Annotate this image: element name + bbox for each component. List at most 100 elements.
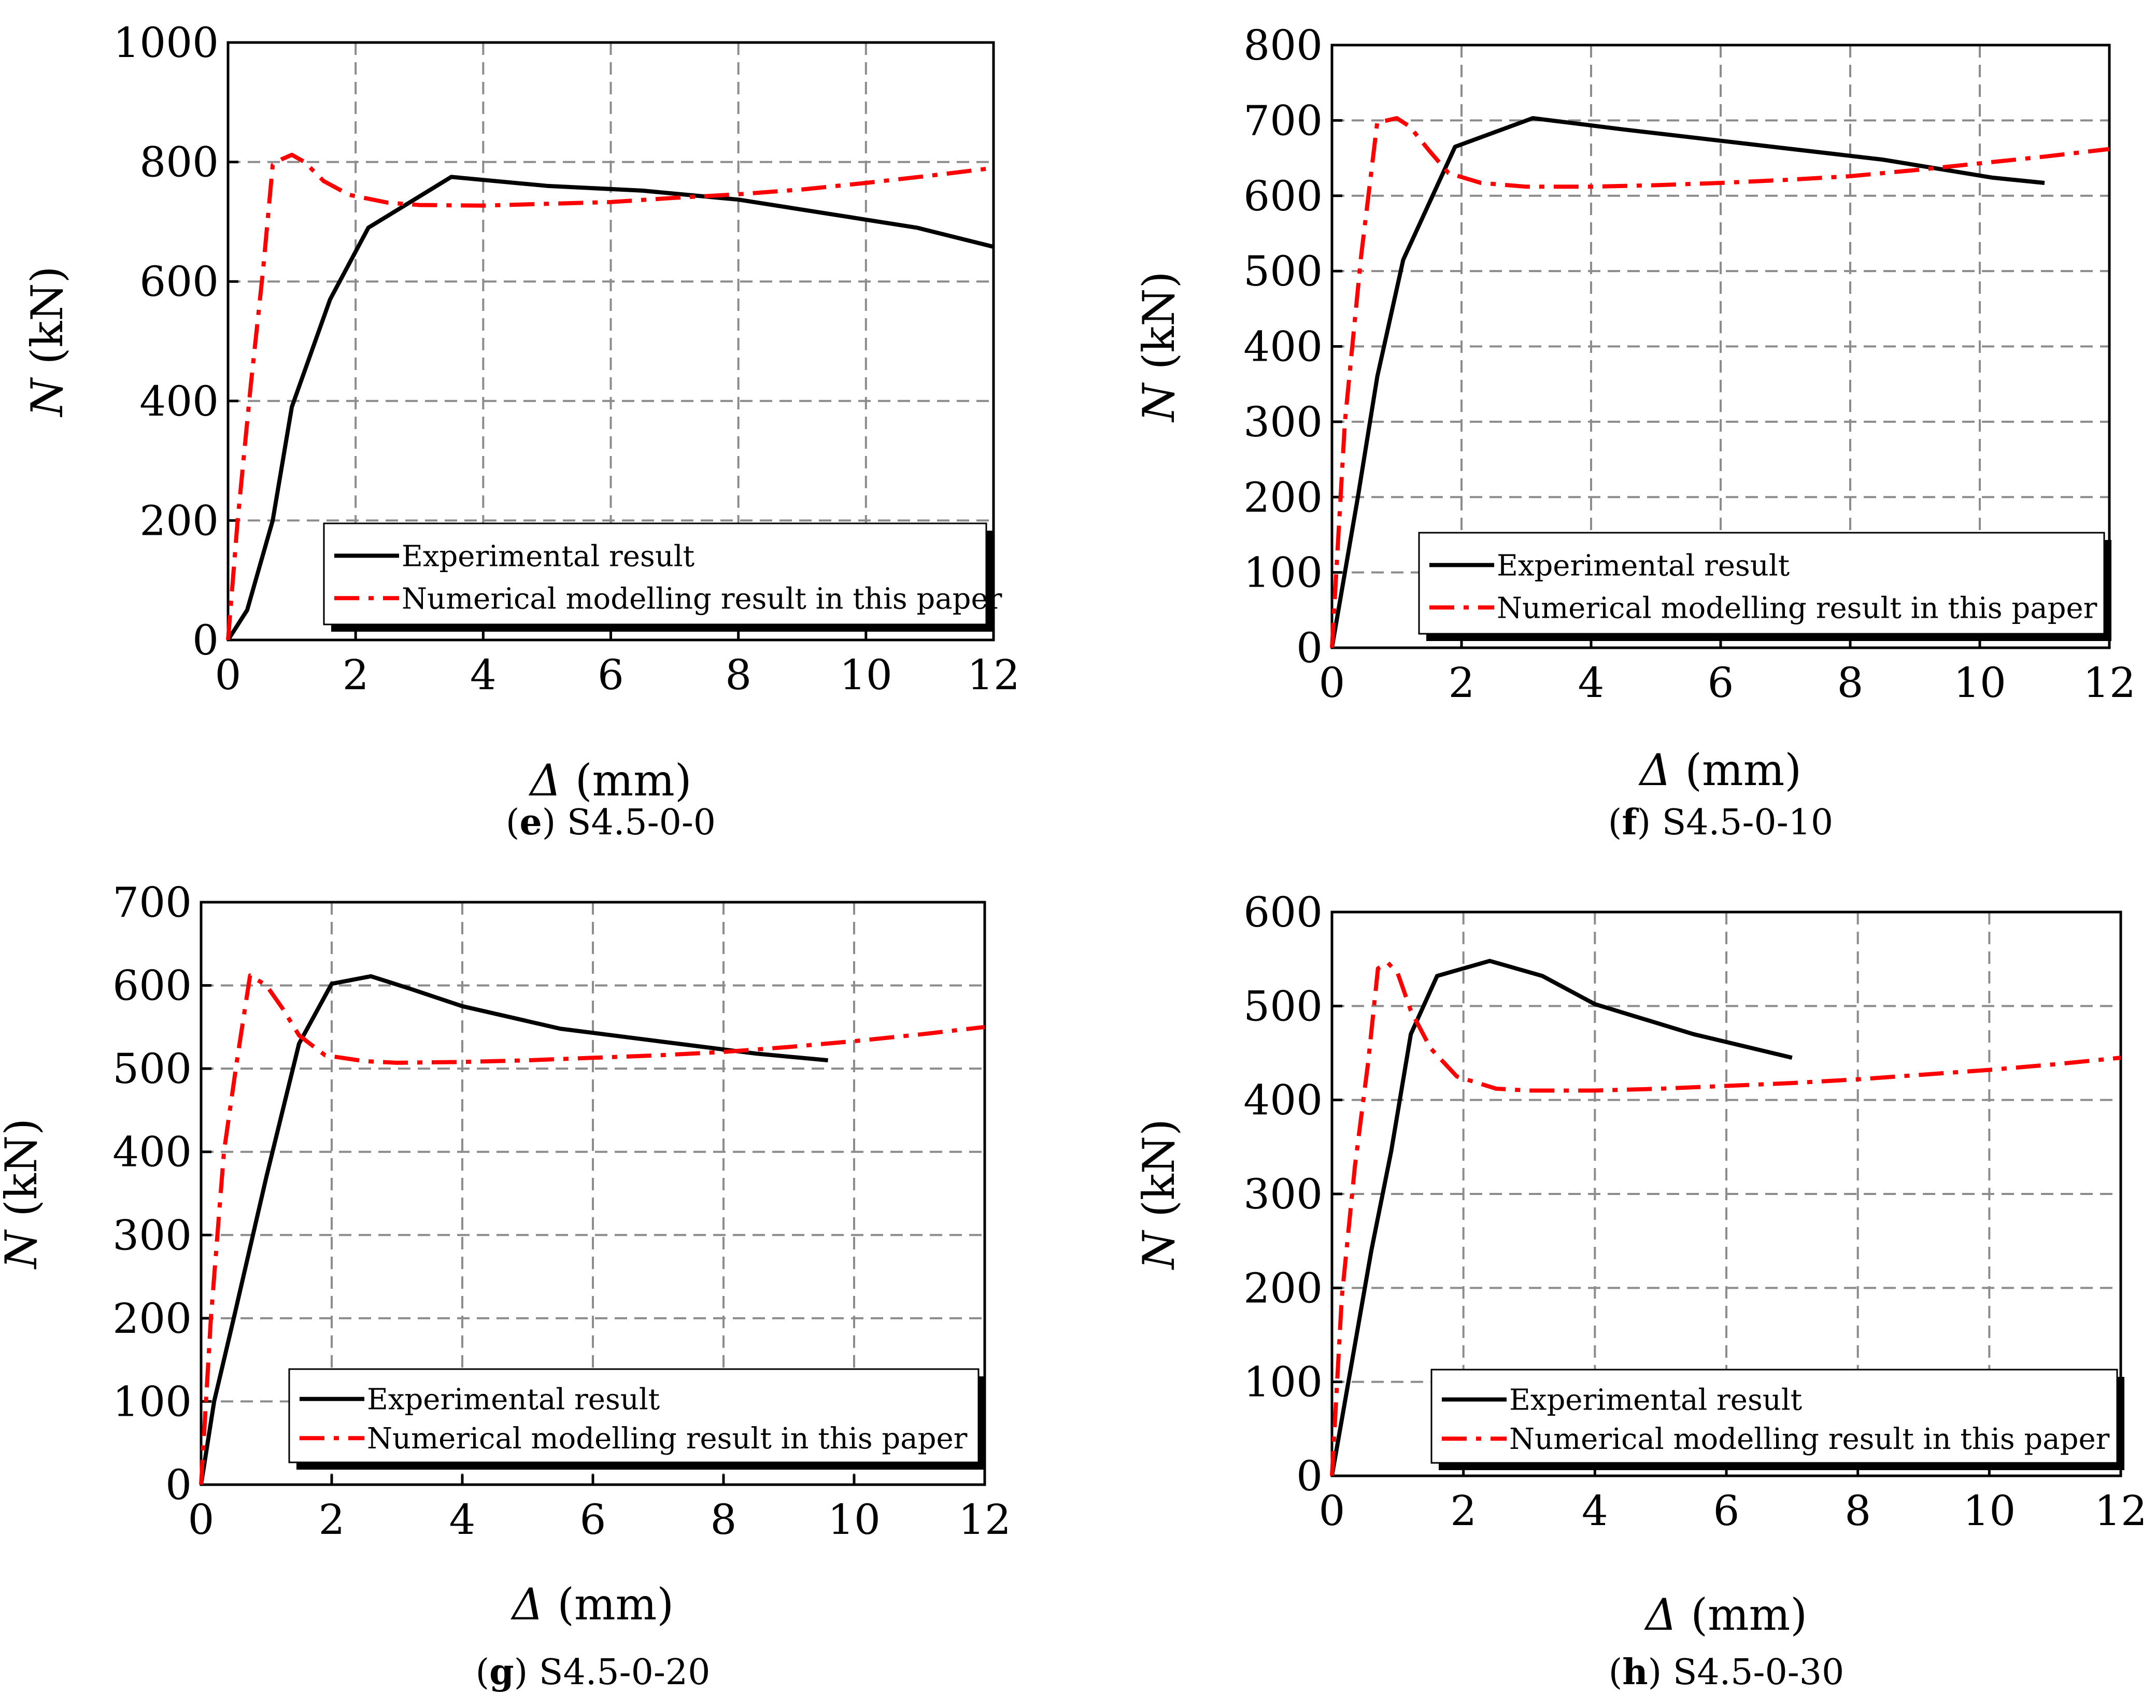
x-tick-label: 0 bbox=[188, 1496, 215, 1544]
x-tick-label: 4 bbox=[1582, 1487, 1608, 1535]
legend-label: Experimental result bbox=[1497, 549, 1790, 582]
x-tick-label: 2 bbox=[1449, 659, 1475, 707]
y-axis-unit: (kN) bbox=[1133, 1119, 1184, 1231]
y-tick-label: 200 bbox=[112, 1294, 192, 1343]
x-tick-label: 10 bbox=[1963, 1487, 2016, 1535]
y-axis-unit: (kN) bbox=[1133, 271, 1184, 383]
x-tick-label: 10 bbox=[1953, 659, 2006, 707]
x-tick-label: 6 bbox=[1713, 1487, 1740, 1535]
caption-letter: e bbox=[519, 802, 542, 843]
x-tick-label: 6 bbox=[580, 1496, 606, 1544]
caption-text: ) S4.5-0-30 bbox=[1648, 1652, 1845, 1693]
y-axis-label: N (kN) bbox=[22, 266, 73, 417]
x-tick-label: 4 bbox=[470, 651, 497, 699]
x-tick-label: 10 bbox=[828, 1496, 881, 1544]
x-tick-label: 2 bbox=[319, 1496, 345, 1544]
panel-caption: (f) S4.5-0-10 bbox=[1608, 802, 1833, 843]
y-tick-label: 400 bbox=[1243, 323, 1323, 371]
panel-caption: (h) S4.5-0-30 bbox=[1609, 1652, 1845, 1693]
y-tick-label: 400 bbox=[112, 1128, 192, 1176]
panel-caption: (g) S4.5-0-20 bbox=[476, 1652, 711, 1693]
series-line-numerical bbox=[226, 152, 994, 641]
y-tick-label: 200 bbox=[139, 496, 219, 545]
panel-caption: (e) S4.5-0-0 bbox=[506, 802, 716, 843]
series-line-experimental bbox=[199, 974, 828, 1485]
x-tick-label: 2 bbox=[343, 651, 369, 699]
x-tick-label: 8 bbox=[1837, 659, 1864, 707]
y-tick-label: 300 bbox=[112, 1211, 192, 1259]
x-axis-symbol: Δ bbox=[528, 755, 561, 806]
x-tick-label: 12 bbox=[958, 1496, 1011, 1544]
y-tick-label: 600 bbox=[1243, 172, 1323, 220]
y-tick-label: 100 bbox=[1243, 549, 1323, 597]
y-tick-label: 0 bbox=[165, 1461, 192, 1509]
series-line-experimental bbox=[226, 175, 994, 642]
series-line-numerical bbox=[199, 973, 985, 1485]
legend-label: Numerical modelling result in this paper bbox=[1509, 1422, 2110, 1456]
caption-paren: ( bbox=[506, 802, 520, 843]
caption-letter: g bbox=[489, 1652, 514, 1693]
y-axis-symbol: N bbox=[22, 377, 73, 418]
y-tick-label: 600 bbox=[112, 962, 192, 1010]
x-tick-label: 6 bbox=[1708, 659, 1734, 707]
x-tick-label: 6 bbox=[598, 651, 624, 699]
x-tick-label: 12 bbox=[967, 651, 1020, 699]
legend-box bbox=[288, 1368, 980, 1463]
y-tick-label: 500 bbox=[1243, 982, 1323, 1030]
legend-label: Numerical modelling result in this paper bbox=[367, 1422, 968, 1456]
chart-panel-f: 0 2 4 6 8 10 12 0 100 200 300 400 500 600 700 800 Experi… bbox=[1133, 21, 2136, 843]
legend-label: Numerical modelling result in this paper bbox=[1497, 591, 2097, 625]
x-tick-label: 4 bbox=[449, 1496, 476, 1544]
x-axis-label: Δ (mm) bbox=[510, 1579, 674, 1630]
legend-label: Experimental result bbox=[1509, 1384, 1803, 1417]
x-tick-label: 0 bbox=[215, 651, 242, 699]
series-line-numerical bbox=[1330, 960, 2121, 1476]
x-tick-label: 2 bbox=[1450, 1487, 1477, 1535]
y-axis-symbol: N bbox=[1133, 382, 1184, 423]
y-tick-label: 400 bbox=[1243, 1076, 1323, 1125]
x-tick-label: 8 bbox=[725, 651, 751, 699]
y-tick-label: 500 bbox=[1243, 247, 1323, 295]
caption-text: ) S4.5-0-10 bbox=[1637, 802, 1834, 843]
chart-panel-e: 0 2 4 6 8 10 12 0 200 400 600 800 1000 Experimental r… bbox=[22, 19, 1020, 843]
x-axis-unit: (mm) bbox=[561, 755, 692, 806]
x-axis-label: Δ (mm) bbox=[1644, 1589, 1807, 1640]
y-tick-label: 200 bbox=[1243, 473, 1323, 521]
x-tick-label: 12 bbox=[2083, 659, 2136, 707]
y-axis-label: N (kN) bbox=[0, 1118, 47, 1270]
y-axis-symbol: N bbox=[1133, 1230, 1184, 1270]
x-tick-label: 8 bbox=[711, 1496, 737, 1544]
y-tick-label: 300 bbox=[1243, 398, 1323, 446]
y-axis-unit: (kN) bbox=[22, 266, 73, 378]
legend-label: Numerical modelling result in this paper bbox=[402, 582, 1002, 616]
x-axis-label: Δ (mm) bbox=[1638, 745, 1802, 795]
y-tick-label: 700 bbox=[112, 878, 192, 927]
legend-label: Experimental result bbox=[367, 1383, 660, 1417]
x-axis-unit: (mm) bbox=[1677, 1589, 1808, 1640]
y-axis-symbol: N bbox=[0, 1229, 47, 1270]
y-tick-label: 100 bbox=[112, 1377, 192, 1426]
x-tick-label: 12 bbox=[2094, 1487, 2147, 1535]
series-line-experimental bbox=[1330, 959, 1793, 1476]
x-tick-label: 4 bbox=[1578, 659, 1605, 707]
x-axis-symbol: Δ bbox=[510, 1579, 544, 1630]
y-tick-label: 300 bbox=[1243, 1170, 1323, 1218]
series-line-experimental bbox=[1330, 116, 2045, 648]
y-axis-label: N (kN) bbox=[1133, 271, 1184, 422]
y-tick-label: 0 bbox=[192, 616, 219, 664]
legend-box bbox=[323, 522, 987, 625]
x-axis-symbol: Δ bbox=[1638, 745, 1671, 795]
caption-paren: ( bbox=[1609, 1652, 1623, 1693]
caption-paren: ( bbox=[1608, 802, 1622, 843]
caption-text: ) S4.5-0-20 bbox=[514, 1652, 711, 1693]
legend-label: Experimental result bbox=[402, 539, 695, 573]
y-tick-label: 1000 bbox=[113, 19, 219, 67]
x-axis-symbol: Δ bbox=[1644, 1589, 1677, 1640]
x-axis-unit: (mm) bbox=[1671, 745, 1802, 795]
caption-text: ) S4.5-0-0 bbox=[542, 802, 716, 843]
y-tick-label: 800 bbox=[1243, 21, 1323, 69]
y-tick-label: 700 bbox=[1243, 96, 1323, 145]
caption-letter: f bbox=[1622, 802, 1639, 843]
x-axis-label: Δ (mm) bbox=[528, 755, 691, 806]
